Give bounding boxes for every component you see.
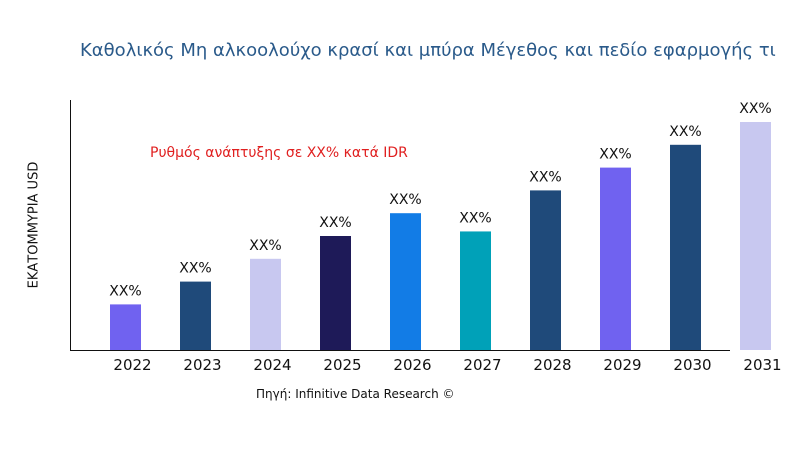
- bar-2024: [250, 258, 281, 350]
- bar-2028: [530, 190, 561, 350]
- data-label-2029: XX%: [599, 147, 631, 163]
- x-tick-label-2027: 2027: [463, 356, 501, 374]
- source-note: Πηγή: Infinitive Data Research ©: [256, 387, 455, 401]
- data-label-2025: XX%: [319, 215, 351, 231]
- bar-2026: [390, 213, 421, 350]
- data-label-2028: XX%: [529, 169, 561, 185]
- bar-2027: [460, 231, 491, 350]
- bar-2022: [110, 304, 141, 350]
- x-tick-label-2023: 2023: [183, 356, 221, 374]
- data-label-2027: XX%: [459, 210, 491, 226]
- bar-2031: [740, 122, 771, 350]
- chart-title: Καθολικός Μη αλκοολούχο κρασί και μπύρα …: [80, 40, 776, 61]
- x-tick-label-2024: 2024: [253, 356, 291, 374]
- data-label-2022: XX%: [109, 283, 141, 299]
- bar-2029: [600, 167, 631, 350]
- x-tick-label-2031: 2031: [743, 356, 781, 374]
- x-tick-label-2030: 2030: [673, 356, 711, 374]
- data-label-2024: XX%: [249, 238, 281, 254]
- x-tick-label-2026: 2026: [393, 356, 431, 374]
- bar-2030: [670, 144, 701, 350]
- data-label-2023: XX%: [179, 261, 211, 277]
- x-tick-label-2029: 2029: [603, 356, 641, 374]
- x-tick-label-2028: 2028: [533, 356, 571, 374]
- bar-2023: [180, 281, 211, 350]
- data-label-2030: XX%: [669, 124, 701, 140]
- data-label-2026: XX%: [389, 192, 421, 208]
- data-label-2031: XX%: [739, 101, 771, 117]
- x-tick-label-2022: 2022: [113, 356, 151, 374]
- x-tick-label-2025: 2025: [323, 356, 361, 374]
- growth-annotation: Ρυθμός ανάπτυξης σε XX% κατά IDR: [150, 145, 408, 161]
- bar-2025: [320, 236, 351, 350]
